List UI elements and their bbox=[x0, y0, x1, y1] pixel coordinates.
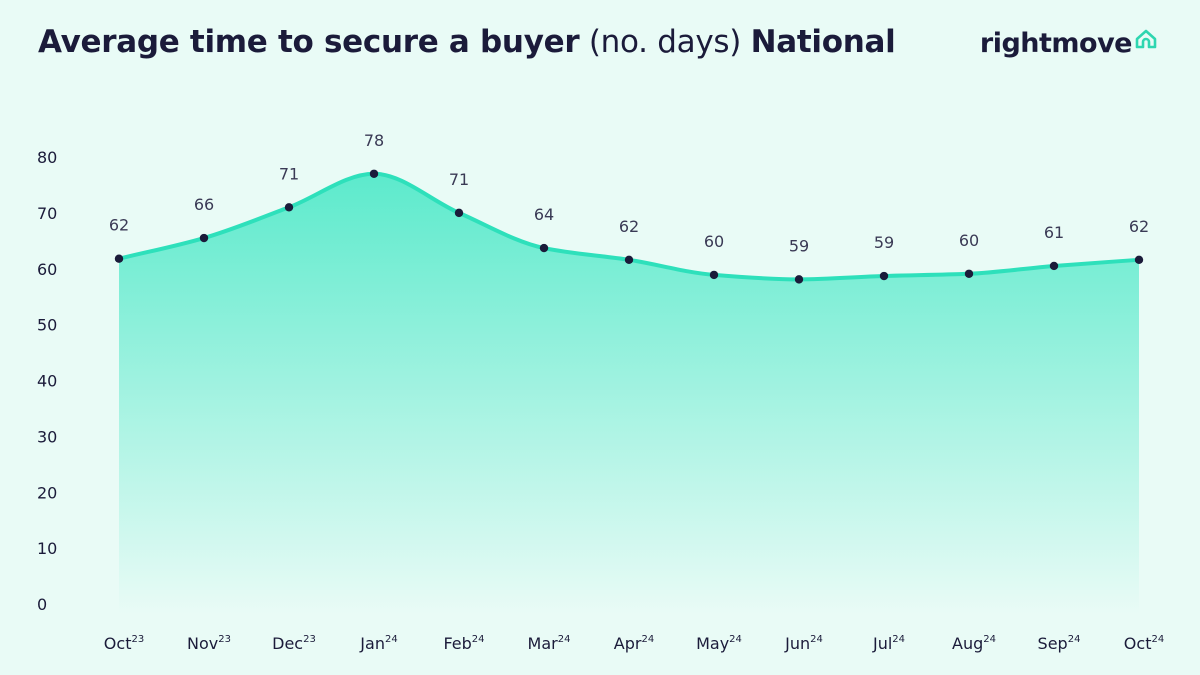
title-main: Average time to secure a buyer bbox=[38, 24, 580, 60]
data-point bbox=[794, 275, 804, 284]
x-tick-label: Mar24 bbox=[528, 634, 571, 653]
data-point bbox=[709, 270, 719, 280]
data-label: 64 bbox=[534, 205, 554, 224]
data-label: 62 bbox=[109, 216, 129, 235]
data-label: 78 bbox=[364, 131, 384, 150]
chart-title: Average time to secure a buyer (no. days… bbox=[38, 24, 896, 60]
y-tick-label: 70 bbox=[37, 204, 57, 223]
y-tick-label: 80 bbox=[37, 148, 57, 167]
y-tick-label: 0 bbox=[37, 595, 47, 614]
data-point bbox=[879, 271, 889, 281]
x-tick-label: Jan24 bbox=[359, 634, 397, 653]
x-tick-label: Jul24 bbox=[872, 634, 905, 653]
data-label: 66 bbox=[194, 195, 214, 214]
data-point bbox=[1049, 261, 1059, 271]
data-points bbox=[114, 169, 1144, 284]
logo-text: rightmove bbox=[979, 28, 1133, 59]
house-icon bbox=[1134, 28, 1158, 56]
x-tick-label: Aug24 bbox=[952, 634, 996, 653]
data-point bbox=[369, 169, 379, 178]
y-tick-label: 60 bbox=[37, 260, 57, 279]
data-label: 71 bbox=[279, 164, 299, 183]
x-tick-label: Feb24 bbox=[443, 634, 484, 653]
data-point bbox=[454, 208, 464, 218]
y-tick-label: 50 bbox=[37, 316, 57, 335]
x-tick-label: Nov23 bbox=[187, 634, 231, 653]
y-axis: 0 10 20 30 40 50 60 70 80 bbox=[37, 148, 57, 614]
data-point bbox=[114, 254, 124, 263]
x-tick-label: Apr24 bbox=[614, 634, 654, 653]
y-tick-label: 30 bbox=[37, 427, 57, 446]
title-region: National bbox=[750, 24, 896, 60]
title-unit: (no. days) bbox=[588, 24, 742, 60]
data-label: 71 bbox=[449, 170, 469, 189]
data-label: 59 bbox=[874, 233, 894, 252]
data-label: 62 bbox=[1129, 217, 1149, 236]
data-label: 60 bbox=[704, 232, 724, 251]
x-tick-label: Oct23 bbox=[104, 634, 144, 653]
data-point bbox=[284, 203, 294, 212]
y-tick-label: 20 bbox=[37, 483, 57, 502]
data-point bbox=[199, 233, 209, 243]
x-tick-label: Oct24 bbox=[1124, 634, 1164, 653]
x-tick-label: May24 bbox=[696, 634, 742, 653]
data-label: 61 bbox=[1044, 223, 1064, 242]
data-labels: 62 66 71 78 71 64 62 60 59 59 60 61 62 bbox=[109, 131, 1149, 256]
data-label: 60 bbox=[959, 231, 979, 250]
data-point bbox=[539, 243, 549, 253]
y-tick-label: 10 bbox=[37, 539, 57, 558]
data-label: 62 bbox=[619, 217, 639, 236]
rightmove-logo: rightmove bbox=[980, 28, 1158, 59]
x-tick-label: Jun24 bbox=[784, 634, 823, 653]
x-axis: Oct23 Nov23 Dec23 Jan24 Feb24 Mar24 Apr24 May24… bbox=[104, 634, 1164, 653]
y-tick-label: 40 bbox=[37, 372, 57, 391]
x-tick-label: Sep24 bbox=[1038, 634, 1081, 653]
area-fill bbox=[119, 173, 1139, 614]
data-point bbox=[1134, 255, 1144, 265]
data-point bbox=[964, 269, 974, 278]
data-point bbox=[624, 255, 634, 265]
data-label: 59 bbox=[789, 236, 809, 255]
x-tick-label: Dec23 bbox=[272, 634, 316, 653]
